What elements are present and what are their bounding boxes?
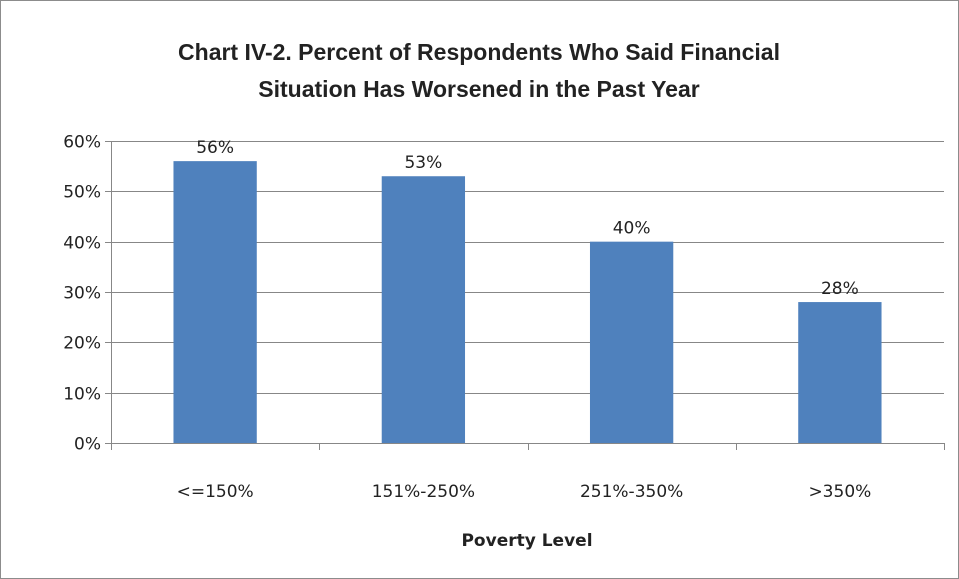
data-label: 40% bbox=[613, 219, 651, 239]
bars bbox=[173, 161, 882, 443]
y-tick-label: 50% bbox=[63, 183, 101, 203]
x-tick-label: <=150% bbox=[177, 482, 254, 502]
y-tick-label: 20% bbox=[63, 334, 101, 354]
x-tick-label: 151%-250% bbox=[372, 482, 475, 502]
labels: 0% 10% 20% 30% 40% 50% 60% 56% <=150% 53% 151%-250… bbox=[63, 133, 871, 503]
x-tick-label: 251%-350% bbox=[580, 482, 683, 502]
chart-title-line-1: Chart IV-2. Percent of Respondents Who S… bbox=[178, 39, 780, 65]
y-tick-label: 30% bbox=[63, 284, 101, 304]
y-tick-label: 0% bbox=[74, 435, 101, 455]
chart-title-line-2: Situation Has Worsened in the Past Year bbox=[258, 76, 699, 102]
x-tick-label: >350% bbox=[808, 482, 871, 502]
data-label: 28% bbox=[821, 279, 859, 299]
y-tick-label: 40% bbox=[63, 234, 101, 254]
bar bbox=[798, 302, 882, 443]
y-tick-label: 10% bbox=[63, 385, 101, 405]
axes bbox=[105, 141, 945, 450]
x-axis-title: Poverty Level bbox=[461, 531, 592, 551]
y-tick-label: 60% bbox=[63, 133, 101, 153]
data-label: 53% bbox=[404, 153, 442, 173]
bar bbox=[173, 161, 257, 443]
data-label: 56% bbox=[196, 138, 234, 158]
bar bbox=[381, 176, 466, 443]
bar bbox=[589, 241, 674, 443]
